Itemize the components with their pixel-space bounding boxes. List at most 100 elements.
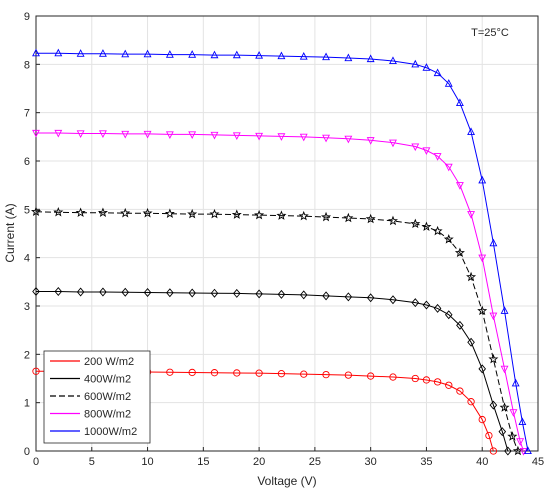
data-point-triangle-up: [422, 63, 431, 71]
y-tick-label: 4: [24, 253, 30, 265]
legend-box: [43, 350, 151, 444]
data-point-triangle-up: [76, 49, 85, 57]
data-point-triangle-down: [411, 143, 420, 152]
data-point-diamond: [366, 293, 375, 303]
data-point-star: [365, 213, 376, 224]
x-tick-label: 35: [420, 456, 432, 468]
data-point-star: [276, 210, 287, 220]
data-point-triangle-up: [478, 175, 487, 184]
data-point-star: [507, 431, 518, 441]
data-point-triangle-up: [467, 127, 476, 136]
data-point-triangle-down: [500, 365, 509, 374]
data-point-diamond: [489, 400, 498, 410]
data-point-triangle-up: [232, 50, 241, 59]
data-point-star: [31, 206, 41, 217]
data-point-star: [432, 225, 443, 236]
data-point-triangle-down: [389, 139, 397, 148]
data-point-star: [343, 212, 354, 223]
data-point-star: [254, 209, 265, 220]
x-tick-label: 20: [253, 456, 265, 468]
y-tick-label: 7: [24, 108, 30, 120]
data-point-triangle-down: [422, 147, 431, 155]
data-point-diamond: [422, 300, 431, 310]
data-point-star: [75, 207, 86, 217]
data-point-diamond: [255, 289, 263, 299]
y-tick-label: 5: [24, 204, 30, 216]
series-line: [36, 291, 509, 452]
temperature-annotation: T=25°C: [471, 27, 509, 39]
data-point-triangle-up: [455, 98, 464, 107]
data-point-star: [477, 305, 488, 316]
data-point-triangle-up: [511, 378, 520, 387]
data-point-diamond: [99, 287, 107, 297]
data-point-triangle-up: [444, 79, 453, 87]
x-tick-label: 15: [197, 456, 209, 468]
data-point-diamond: [76, 287, 85, 297]
data-point-diamond: [504, 446, 512, 456]
data-point-star: [421, 221, 432, 231]
data-point-triangle-down: [366, 137, 375, 145]
data-point-triangle-up: [299, 52, 308, 60]
series-line: [36, 52, 529, 452]
data-point-circle: [433, 378, 442, 386]
data-point-triangle-up: [54, 48, 63, 57]
data-point-triangle-up: [500, 306, 509, 314]
data-point-triangle-down: [444, 163, 453, 172]
data-point-diamond: [433, 303, 442, 313]
data-point-circle: [467, 398, 475, 406]
data-point-triangle-down: [489, 312, 498, 321]
data-point-circle: [489, 447, 498, 455]
y-tick-label: 1: [24, 398, 30, 410]
y-tick-label: 9: [24, 11, 30, 23]
data-point-diamond: [344, 292, 353, 302]
data-point-triangle-up: [344, 53, 353, 62]
data-point-diamond: [121, 287, 130, 297]
x-tick-label: 0: [33, 456, 39, 468]
data-point-triangle-down: [54, 129, 63, 138]
data-point-circle: [255, 369, 263, 377]
data-point-star: [454, 247, 465, 258]
y-axis-label: Current (A): [3, 203, 17, 262]
data-point-diamond: [210, 288, 219, 298]
data-point-triangle-up: [98, 49, 107, 57]
x-axis-label: Voltage (V): [257, 474, 316, 488]
data-point-circle: [32, 367, 40, 375]
data-point-circle: [277, 370, 286, 378]
data-point-circle: [233, 369, 241, 377]
data-point-triangle-up: [322, 52, 330, 61]
data-point-diamond: [54, 287, 63, 296]
data-point-circle: [389, 373, 397, 381]
data-point-circle: [478, 415, 486, 424]
data-point-circle: [456, 387, 464, 395]
data-point-diamond: [456, 320, 464, 330]
data-point-triangle-up: [188, 50, 197, 58]
y-tick-label: 8: [24, 59, 30, 71]
data-point-star: [499, 402, 510, 412]
data-point-diamond: [188, 288, 196, 298]
data-point-triangle-down: [232, 132, 241, 140]
data-point-star: [443, 234, 454, 244]
data-point-triangle-up: [389, 56, 397, 64]
x-tick-label: 25: [309, 456, 321, 468]
data-point-triangle-down: [165, 131, 174, 139]
data-point-triangle-up: [165, 50, 174, 58]
legend-label: 800W/m2: [84, 409, 131, 421]
series-5: [32, 48, 532, 455]
data-point-triangle-down: [519, 447, 528, 456]
data-point-star: [97, 207, 108, 217]
data-point-triangle-up: [255, 51, 264, 59]
data-point-triangle-down: [516, 438, 525, 446]
data-point-triangle-up: [411, 59, 420, 68]
data-point-diamond: [498, 427, 507, 437]
data-point-diamond: [478, 364, 487, 374]
data-point-star: [209, 208, 220, 219]
data-point-circle: [322, 370, 330, 379]
data-point-triangle-down: [433, 153, 442, 161]
data-point-star: [120, 207, 131, 218]
data-point-star: [321, 211, 332, 222]
data-point-triangle-up: [32, 48, 40, 57]
data-point-diamond: [143, 287, 152, 297]
data-point-triangle-down: [98, 130, 107, 139]
data-point-triangle-down: [277, 133, 286, 141]
